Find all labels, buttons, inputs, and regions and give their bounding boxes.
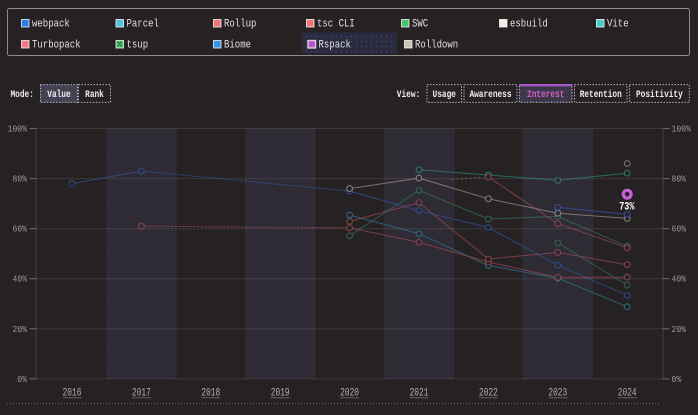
svg-text:40%: 40% xyxy=(672,275,687,285)
svg-text:Usage: Usage xyxy=(433,89,456,100)
svg-text:Rspack: Rspack xyxy=(319,39,352,51)
svg-text:0%: 0% xyxy=(672,375,682,385)
svg-text:100%: 100% xyxy=(672,125,692,135)
svg-text:20%: 20% xyxy=(672,325,687,335)
svg-text:Rollup: Rollup xyxy=(224,18,256,30)
svg-text:Rolldown: Rolldown xyxy=(415,39,458,51)
svg-text:View:: View: xyxy=(397,89,420,101)
svg-text:2022: 2022 xyxy=(479,388,498,400)
svg-text:Biome: Biome xyxy=(224,39,251,51)
svg-text:Retention: Retention xyxy=(580,89,622,100)
svg-text:2018: 2018 xyxy=(201,388,220,400)
svg-text:2019: 2019 xyxy=(271,388,290,400)
svg-text:20%: 20% xyxy=(13,325,28,335)
svg-text:Interest: Interest xyxy=(527,89,564,100)
svg-text:Mode:: Mode: xyxy=(11,89,34,101)
svg-text:SWC: SWC xyxy=(412,18,429,30)
svg-text:100%: 100% xyxy=(8,125,28,135)
svg-text:40%: 40% xyxy=(13,275,28,285)
svg-text:tsup: tsup xyxy=(127,39,149,51)
svg-text:2021: 2021 xyxy=(410,388,429,400)
svg-text:2017: 2017 xyxy=(132,388,151,400)
svg-text:webpack: webpack xyxy=(32,18,70,30)
svg-text:esbuild: esbuild xyxy=(510,18,548,30)
svg-text:tsc CLI: tsc CLI xyxy=(317,18,355,30)
svg-text:Awareness: Awareness xyxy=(469,89,511,100)
svg-text:Value: Value xyxy=(47,89,70,100)
svg-text:2023: 2023 xyxy=(548,388,567,400)
svg-text:60%: 60% xyxy=(13,225,28,235)
svg-text:Rank: Rank xyxy=(85,89,104,100)
svg-text:Parcel: Parcel xyxy=(127,18,159,30)
svg-text:Vite: Vite xyxy=(607,18,629,30)
svg-text:73%: 73% xyxy=(619,202,634,214)
svg-text:Turbopack: Turbopack xyxy=(32,39,81,51)
svg-text:0%: 0% xyxy=(17,375,27,385)
svg-text:80%: 80% xyxy=(672,175,687,185)
svg-text:60%: 60% xyxy=(672,225,687,235)
svg-text:2020: 2020 xyxy=(340,388,359,400)
svg-text:2024: 2024 xyxy=(618,388,637,400)
svg-text:Positivity: Positivity xyxy=(636,89,683,100)
svg-text:80%: 80% xyxy=(13,175,28,185)
svg-text:2016: 2016 xyxy=(63,388,82,400)
